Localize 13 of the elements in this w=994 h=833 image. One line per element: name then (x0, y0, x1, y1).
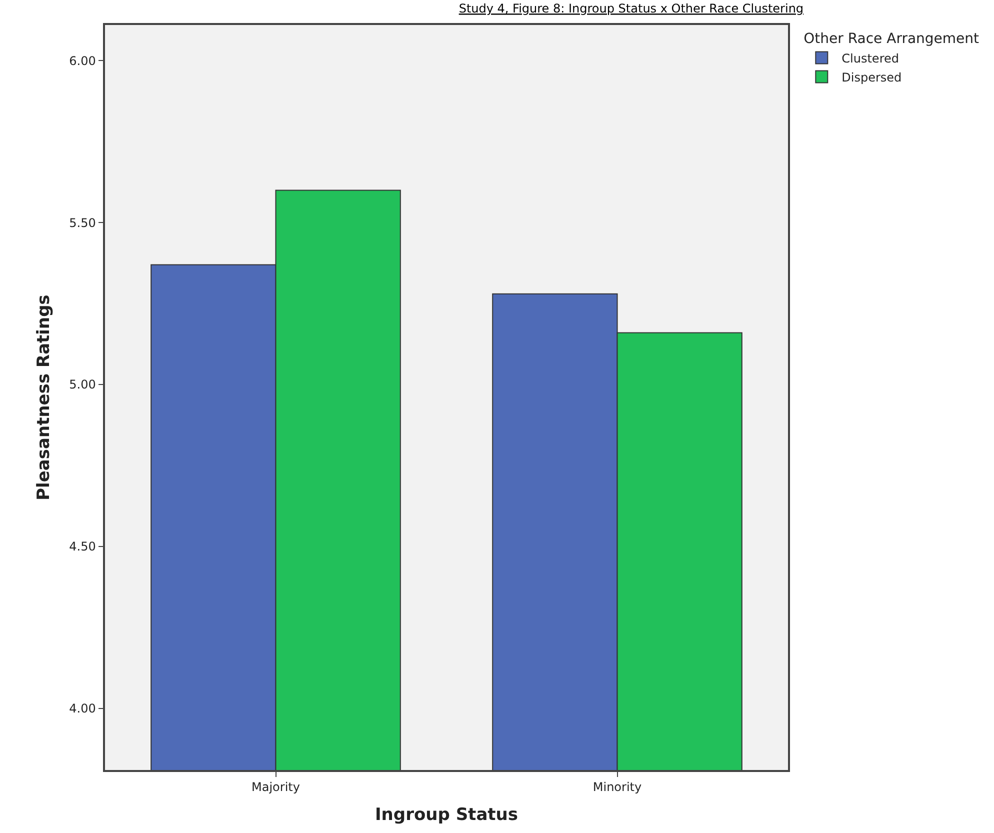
y-tick-label: 6.00 (69, 54, 96, 68)
legend-label: Dispersed (842, 70, 902, 84)
x-axis-title: Ingroup Status (374, 805, 518, 826)
y-tick-label: 4.00 (69, 702, 96, 716)
y-axis-title: Pleasantness Ratings (34, 294, 54, 500)
legend-title: Other Race Arrangement (804, 31, 980, 48)
y-tick-label: 5.50 (69, 216, 96, 230)
x-tick-label: Minority (592, 780, 642, 794)
y-tick-label: 4.50 (69, 540, 96, 554)
chart-title: Study 4, Figure 8: Ingroup Status x Other Race Clustering (458, 2, 804, 16)
x-tick-label: Majority (252, 780, 300, 794)
legend-label: Clustered (842, 51, 899, 66)
y-tick-label: 5.00 (69, 378, 96, 392)
